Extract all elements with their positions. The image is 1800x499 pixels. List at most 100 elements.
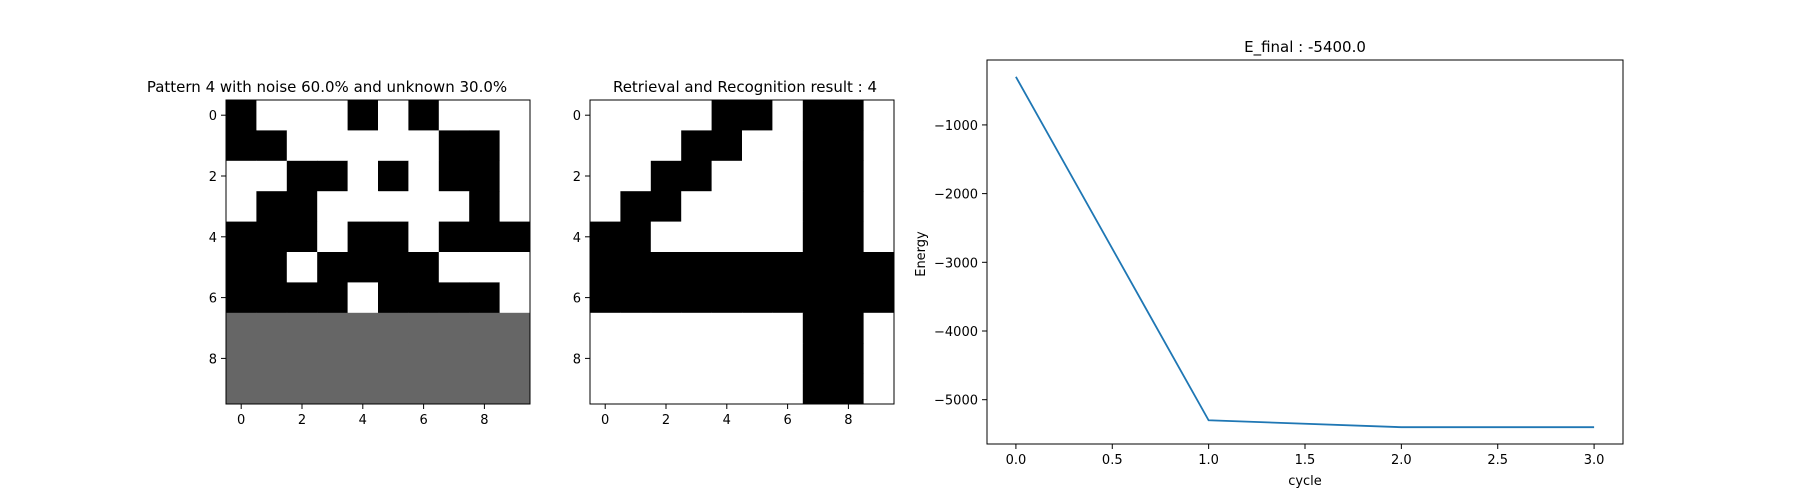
noisy-pattern-cell — [408, 373, 440, 405]
retrieval-result-cell — [742, 100, 773, 131]
retrieval-result-cell — [742, 252, 773, 283]
noisy-pattern-frame — [225, 99, 531, 405]
noisy-pattern-cell — [317, 343, 348, 374]
noisy-pattern-cell — [408, 191, 440, 222]
retrieval-result-cell — [620, 130, 652, 162]
retrieval-result-cell — [742, 160, 773, 192]
retrieval-result-cell — [650, 252, 682, 283]
retrieval-result-cell — [863, 312, 895, 344]
noisy-pattern-cell — [499, 312, 531, 344]
retrieval-result-cell — [650, 130, 682, 162]
retrieval-result-cell — [620, 160, 652, 192]
retrieval-result-cell — [833, 100, 864, 131]
retrieval-result-cell — [590, 191, 621, 222]
noisy-pattern-cell — [499, 221, 531, 253]
y-tick-label: 4 — [573, 231, 581, 246]
noisy-pattern-cell — [378, 130, 409, 162]
noisy-pattern-cell — [408, 252, 440, 283]
noisy-pattern-cell — [226, 252, 257, 283]
retrieval-result-cell — [802, 130, 834, 162]
retrieval-result-cell — [833, 343, 864, 374]
retrieval-result-cell — [863, 252, 895, 283]
x-tick-label: 8 — [480, 413, 488, 428]
energy-plot-panel: E_final : -5400.0 0.0 0.5 1.0 1.5 2.0 2.5 3.0 −… — [914, 38, 1624, 489]
noisy-pattern-cell — [408, 343, 440, 374]
retrieval-result-cell — [772, 343, 804, 374]
noisy-pattern-cell — [378, 373, 409, 405]
y-tick-label: 2 — [573, 170, 581, 185]
noisy-pattern-cell — [499, 282, 531, 314]
noisy-pattern-cell — [226, 312, 257, 344]
retrieval-result-cell — [711, 312, 743, 344]
noisy-pattern-cell — [469, 373, 500, 405]
retrieval-result-cell — [802, 312, 834, 344]
noisy-pattern-cell — [286, 373, 318, 405]
retrieval-result-cell — [863, 282, 895, 314]
x-tick-label: 6 — [419, 413, 427, 428]
retrieval-result-cell — [681, 100, 712, 131]
retrieval-result-cell — [711, 282, 743, 314]
noisy-pattern-cell — [438, 160, 470, 192]
retrieval-result-cell — [802, 160, 834, 192]
energy-plot-xlabel: cycle — [1288, 474, 1322, 489]
noisy-pattern-cell — [226, 343, 257, 374]
noisy-pattern-cell — [499, 191, 531, 222]
retrieval-result-cell — [590, 252, 621, 283]
y-tick-label: −4000 — [934, 325, 978, 340]
retrieval-result-cell — [863, 373, 895, 405]
noisy-pattern-cell — [499, 130, 531, 162]
y-tick-label: −1000 — [934, 119, 978, 134]
noisy-pattern-cell — [317, 130, 348, 162]
retrieval-result-cell — [620, 191, 652, 222]
noisy-pattern-cell — [256, 343, 288, 374]
retrieval-result-cell — [650, 343, 682, 374]
retrieval-result-cell — [711, 373, 743, 405]
noisy-pattern-cell — [378, 100, 409, 131]
noisy-pattern-cell — [256, 221, 288, 253]
noisy-pattern-cell — [286, 191, 318, 222]
retrieval-result-cell — [833, 130, 864, 162]
retrieval-result-cell — [590, 282, 621, 314]
retrieval-result-cell — [681, 160, 712, 192]
noisy-pattern-panel: Pattern 4 with noise 60.0% and unknown 3… — [147, 78, 531, 428]
noisy-pattern-cell — [347, 160, 379, 192]
retrieval-result-cell — [742, 221, 773, 253]
retrieval-result-cell — [590, 100, 621, 131]
retrieval-result-cell — [650, 160, 682, 192]
noisy-pattern-cell — [226, 130, 257, 162]
retrieval-result-cell — [711, 130, 743, 162]
retrieval-result-cell — [772, 373, 804, 405]
retrieval-result-cell — [620, 221, 652, 253]
noisy-pattern-cell — [378, 191, 409, 222]
noisy-pattern-cell — [408, 312, 440, 344]
retrieval-result-cell — [802, 221, 834, 253]
retrieval-result-cell — [833, 252, 864, 283]
noisy-pattern-cell — [469, 130, 500, 162]
noisy-pattern-cell — [499, 160, 531, 192]
x-tick-label: 4 — [359, 413, 367, 428]
retrieval-result-cell — [742, 130, 773, 162]
noisy-pattern-title: Pattern 4 with noise 60.0% and unknown 3… — [147, 78, 507, 96]
retrieval-result-cell — [590, 343, 621, 374]
noisy-pattern-cell — [378, 252, 409, 283]
retrieval-result-cell — [681, 343, 712, 374]
noisy-pattern-cell — [469, 221, 500, 253]
retrieval-result-cell — [681, 130, 712, 162]
noisy-pattern-cell — [408, 221, 440, 253]
noisy-pattern-cell — [347, 100, 379, 131]
x-tick-label: 0.0 — [1006, 453, 1027, 468]
x-tick-label: 2 — [298, 413, 306, 428]
retrieval-result-cell — [772, 191, 804, 222]
retrieval-result-cell — [620, 373, 652, 405]
retrieval-result-cell — [772, 100, 804, 131]
retrieval-result-cell — [802, 100, 834, 131]
noisy-pattern-cell — [256, 373, 288, 405]
noisy-pattern-cell — [469, 191, 500, 222]
energy-plot-title: E_final : -5400.0 — [1244, 38, 1366, 57]
retrieval-result-cell — [742, 343, 773, 374]
retrieval-result-cell — [681, 373, 712, 405]
retrieval-result-cell — [863, 221, 895, 253]
y-tick-label: −2000 — [934, 188, 978, 203]
retrieval-result-cell — [590, 221, 621, 253]
y-tick-label: 4 — [209, 231, 217, 246]
